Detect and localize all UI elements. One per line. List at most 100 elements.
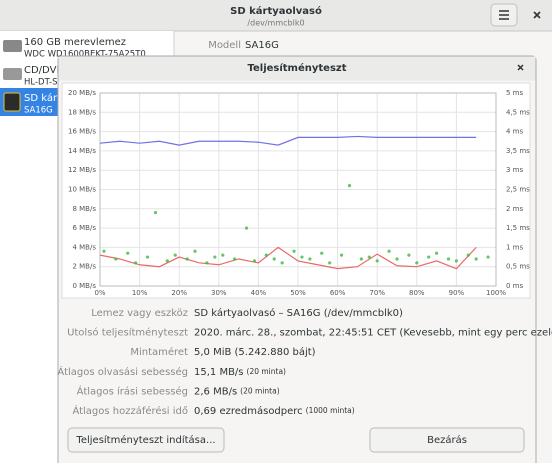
access-point [134,261,138,265]
x-tick-label: 100% [486,289,506,297]
sidebar-item-detail: HL-DT-S [24,78,57,88]
access-point [359,257,363,261]
row-note: (20 minta) [240,386,280,395]
y2-tick-label: 0 ms [506,282,523,290]
access-point [233,257,237,261]
window-close[interactable] [533,11,541,19]
x-tick-label: 0% [94,289,105,297]
x-tick-label: 60% [330,289,346,297]
y-tick-label: 0 MB/s [72,282,96,290]
access-point [272,257,276,261]
y2-tick-label: 1 ms [506,243,523,251]
series-line [99,246,477,270]
access-point [407,253,411,257]
access-point [153,211,158,215]
y-tick-label: 2 MB/s [72,263,96,271]
y2-tick-label: 3,5 ms [506,147,530,155]
row-value: SD kártyaolvasó – SA16G (/dev/mmcblk0) [194,307,403,319]
access-point [102,249,106,253]
access-point [264,253,268,257]
drive-icon [3,68,22,80]
y-tick-label: 4 MB/s [72,243,96,251]
row-label: Mintaméret [130,346,188,358]
y-tick-label: 14 MB/s [68,147,96,155]
row-value: 5,0 MiB (5.242.880 bájt) [194,346,316,358]
access-point [466,253,470,257]
access-point [474,257,478,261]
y-tick-label: 10 MB/s [68,186,96,194]
sidebar-item-name: CD/DVD [24,65,64,76]
y-tick-label: 16 MB/s [68,128,96,136]
row-value: 2,6 MB/s (20 minta) [194,386,280,397]
close-button[interactable] [369,427,525,453]
window-subtitle: /dev/mmcblk0 [247,19,304,28]
access-point [221,253,225,257]
access-point [427,255,431,259]
access-point [308,257,312,261]
row-value-text: 2,6 MB/s [194,386,237,397]
access-point [435,251,439,255]
sidebar-item-name: SD kárt [24,92,61,104]
plot-frame [99,92,497,287]
model-value: SA16G [245,40,279,51]
window-title: SD kártyaolvasó [230,5,322,17]
access-point [446,257,451,261]
access-point [454,259,458,263]
x-tick-label: 30% [211,289,227,297]
access-point [387,249,391,253]
access-point [252,259,257,263]
access-point [185,257,189,261]
y2-tick-label: 2 ms [506,205,523,213]
access-point [339,253,344,257]
access-point [375,259,379,263]
access-point [145,255,150,259]
y2-tick-label: 0,5 ms [506,263,530,271]
row-label: Lemez vagy eszköz [91,308,188,319]
y2-tick-label: 1,5 ms [506,224,530,232]
row-value-text: SD kártyaolvasó – SA16G (/dev/mmcblk0) [194,307,403,319]
dialog-close[interactable] [517,64,524,71]
close-button-label: Bezárás [427,434,467,446]
x-tick-label: 80% [409,289,425,297]
x-tick-label: 10% [132,289,148,297]
row-value: 2020. márc. 28., szombat, 22:45:51 CET (… [194,327,552,339]
y-tick-label: 20 MB/s [68,89,96,97]
model-label: Modell [208,40,241,51]
disk-icon [3,40,22,52]
row-label: Átlagos írási sebesség [77,384,188,397]
y2-tick-label: 5 ms [506,89,523,97]
access-point [193,249,197,253]
y-tick-label: 18 MB/s [68,108,96,116]
sidebar-item-name: 160 GB merevlemez [24,37,126,48]
dialog-header [58,56,536,81]
dialog-title: Teljesítményteszt [247,62,346,74]
y2-tick-label: 2,5 ms [506,186,530,194]
y2-tick-label: 4 ms [506,128,523,136]
access-point [486,255,490,259]
access-point [328,261,332,265]
series-line [99,135,477,146]
row-value-text: 5,0 MiB (5.242.880 bájt) [194,346,316,358]
row-label: Átlagos hozzáférési idő [72,404,188,417]
y-tick-label: 12 MB/s [68,166,96,174]
access-point [415,261,419,265]
access-point [367,255,371,259]
access-point [280,261,284,265]
row-label: Utolsó teljesítményteszt [67,327,188,339]
sidebar-item-detail: SA16G [24,106,53,116]
x-tick-label: 50% [290,289,306,297]
plot: 0 MB/s 2 MB/s 4 MB/s 6 MB/s 8 MB/s 10 MB/s 12 … [68,89,530,297]
start-button[interactable] [67,427,225,453]
row-value-text: 15,1 MB/s [194,367,244,378]
row-label: Átlagos olvasási sebesség [57,365,188,378]
x-tick-label: 20% [171,289,187,297]
y2-tick-label: 4,5 ms [506,108,530,116]
sidebar-item-detail: WDC WD1600BEKT-75A25T0 [24,50,146,60]
access-point [347,184,352,188]
row-note: (20 minta) [247,367,287,376]
access-point [126,251,130,255]
access-point [173,253,177,257]
row-note: (1000 minta) [306,406,355,415]
row-value-text: 2020. márc. 28., szombat, 22:45:51 CET (… [194,327,552,339]
